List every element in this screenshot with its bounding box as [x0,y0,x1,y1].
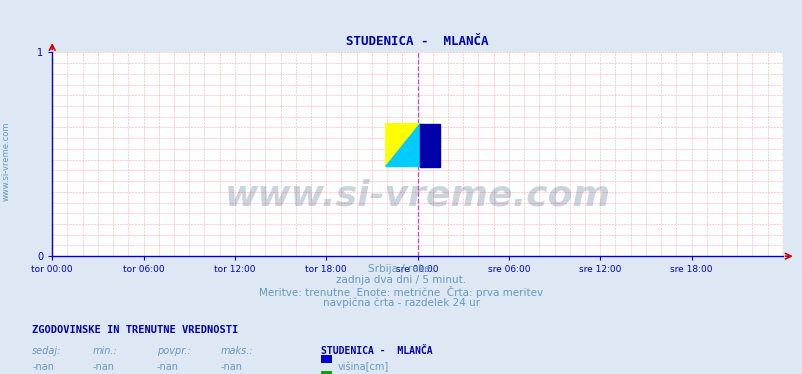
Text: -nan: -nan [221,362,242,372]
Text: www.si-vreme.com: www.si-vreme.com [225,178,610,212]
Text: -nan: -nan [92,362,114,372]
Text: sedaj:: sedaj: [32,346,62,356]
Text: ZGODOVINSKE IN TRENUTNE VREDNOSTI: ZGODOVINSKE IN TRENUTNE VREDNOSTI [32,325,238,335]
Text: STUDENICA -  MLANČA: STUDENICA - MLANČA [321,346,432,356]
Text: povpr.:: povpr.: [156,346,190,356]
Title: STUDENICA -  MLANČA: STUDENICA - MLANČA [346,36,488,48]
Text: min.:: min.: [92,346,117,356]
Text: maks.:: maks.: [221,346,253,356]
Text: www.si-vreme.com: www.si-vreme.com [2,121,11,200]
Polygon shape [386,124,419,166]
Text: Srbija / reke.: Srbija / reke. [368,264,434,274]
Polygon shape [386,124,419,166]
Text: zadnja dva dni / 5 minut.: zadnja dva dni / 5 minut. [336,275,466,285]
Text: -nan: -nan [32,362,54,372]
Text: navpična črta - razdelek 24 ur: navpična črta - razdelek 24 ur [322,298,480,308]
Polygon shape [419,124,439,166]
Text: -nan: -nan [156,362,178,372]
Text: višina[cm]: višina[cm] [338,362,389,372]
Text: Meritve: trenutne  Enote: metrične  Črta: prva meritev: Meritve: trenutne Enote: metrične Črta: … [259,286,543,298]
